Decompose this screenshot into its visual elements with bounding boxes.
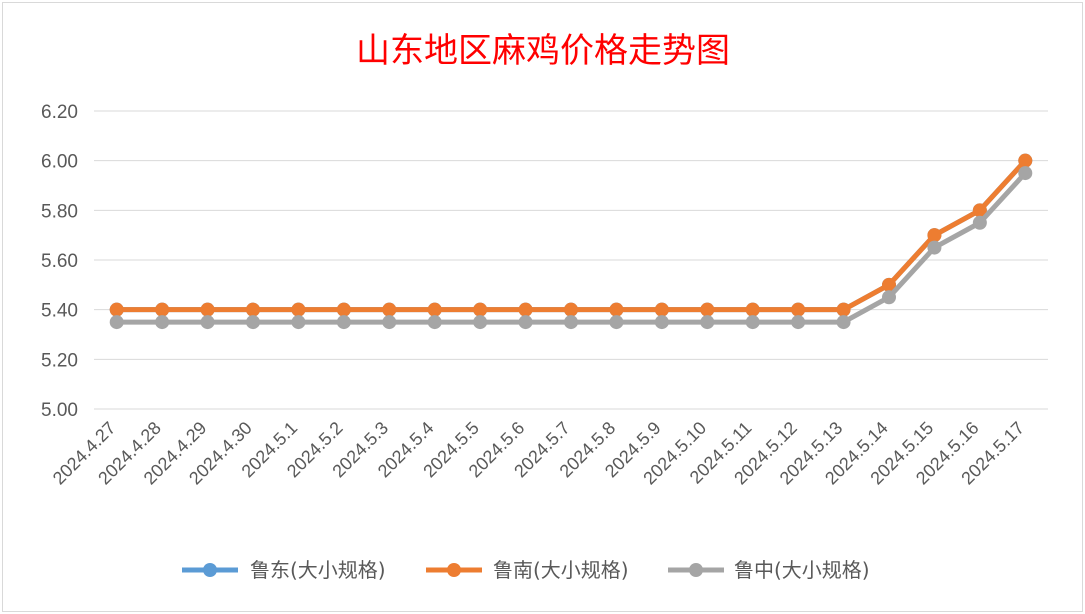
y-tick-label: 5.40 bbox=[41, 301, 78, 322]
series-layer bbox=[109, 153, 1033, 330]
x-axis-ticks: 2024.4.272024.4.282024.4.292024.4.302024… bbox=[49, 418, 1028, 489]
data-point bbox=[246, 315, 260, 330]
data-point bbox=[882, 277, 896, 292]
chart-title: 山东地区麻鸡价格走势图 bbox=[356, 31, 730, 71]
data-point bbox=[291, 302, 306, 317]
data-point bbox=[473, 315, 488, 330]
legend-item: 鲁中(大小规格) bbox=[668, 558, 870, 582]
y-axis-ticks: 5.00 5.20 5.40 5.60 5.80 6.00 6.20 bbox=[41, 102, 78, 421]
legend: 鲁东(大小规格) 鲁南(大小规格) 鲁中(大小规格) bbox=[182, 558, 870, 582]
data-point bbox=[518, 302, 533, 317]
y-tick-label: 5.80 bbox=[41, 201, 78, 222]
data-point bbox=[882, 290, 896, 305]
legend-label: 鲁中(大小规格) bbox=[734, 558, 870, 582]
data-point bbox=[109, 315, 124, 330]
data-point bbox=[518, 315, 533, 330]
data-point bbox=[109, 302, 124, 317]
data-point bbox=[700, 302, 715, 317]
series-3 bbox=[109, 166, 1033, 330]
gridlines bbox=[94, 110, 1048, 410]
legend-item: 鲁东(大小规格) bbox=[182, 558, 386, 582]
data-point bbox=[972, 215, 987, 230]
legend-swatch-marker bbox=[689, 563, 703, 577]
data-point bbox=[927, 228, 942, 243]
legend-item: 鲁南(大小规格) bbox=[426, 558, 629, 582]
y-tick-label: 5.00 bbox=[41, 400, 78, 421]
data-point bbox=[336, 315, 351, 330]
data-point bbox=[791, 315, 806, 330]
data-point bbox=[791, 302, 806, 317]
legend-label: 鲁南(大小规格) bbox=[493, 558, 629, 582]
legend-swatch-marker bbox=[203, 563, 217, 577]
data-point bbox=[836, 315, 851, 330]
data-point bbox=[336, 302, 351, 317]
y-tick-label: 5.20 bbox=[41, 350, 78, 371]
y-tick-label: 6.00 bbox=[41, 152, 78, 173]
data-point bbox=[155, 315, 170, 330]
data-point bbox=[382, 315, 397, 330]
legend-label: 鲁东(大小规格) bbox=[250, 558, 386, 582]
data-point bbox=[473, 302, 488, 317]
data-point bbox=[654, 315, 669, 330]
data-point bbox=[427, 302, 442, 317]
data-point bbox=[155, 302, 170, 317]
data-point bbox=[1018, 166, 1033, 181]
data-point bbox=[745, 315, 760, 330]
series-2 bbox=[109, 153, 1033, 317]
data-point bbox=[745, 302, 760, 317]
data-point bbox=[382, 302, 397, 317]
data-point bbox=[200, 302, 215, 317]
data-point bbox=[836, 302, 851, 317]
data-point bbox=[291, 315, 306, 330]
y-tick-label: 6.20 bbox=[41, 102, 78, 123]
data-point bbox=[927, 240, 942, 255]
data-point bbox=[246, 302, 260, 317]
data-point bbox=[200, 315, 215, 330]
data-point bbox=[564, 302, 578, 317]
legend-swatch-marker bbox=[447, 563, 461, 577]
data-point bbox=[609, 302, 624, 317]
data-point bbox=[1018, 153, 1033, 168]
data-point bbox=[427, 315, 442, 330]
data-point bbox=[972, 203, 987, 218]
y-tick-label: 5.60 bbox=[41, 251, 78, 272]
data-point bbox=[564, 315, 578, 330]
data-point bbox=[654, 302, 669, 317]
data-point bbox=[609, 315, 624, 330]
data-point bbox=[700, 315, 715, 330]
